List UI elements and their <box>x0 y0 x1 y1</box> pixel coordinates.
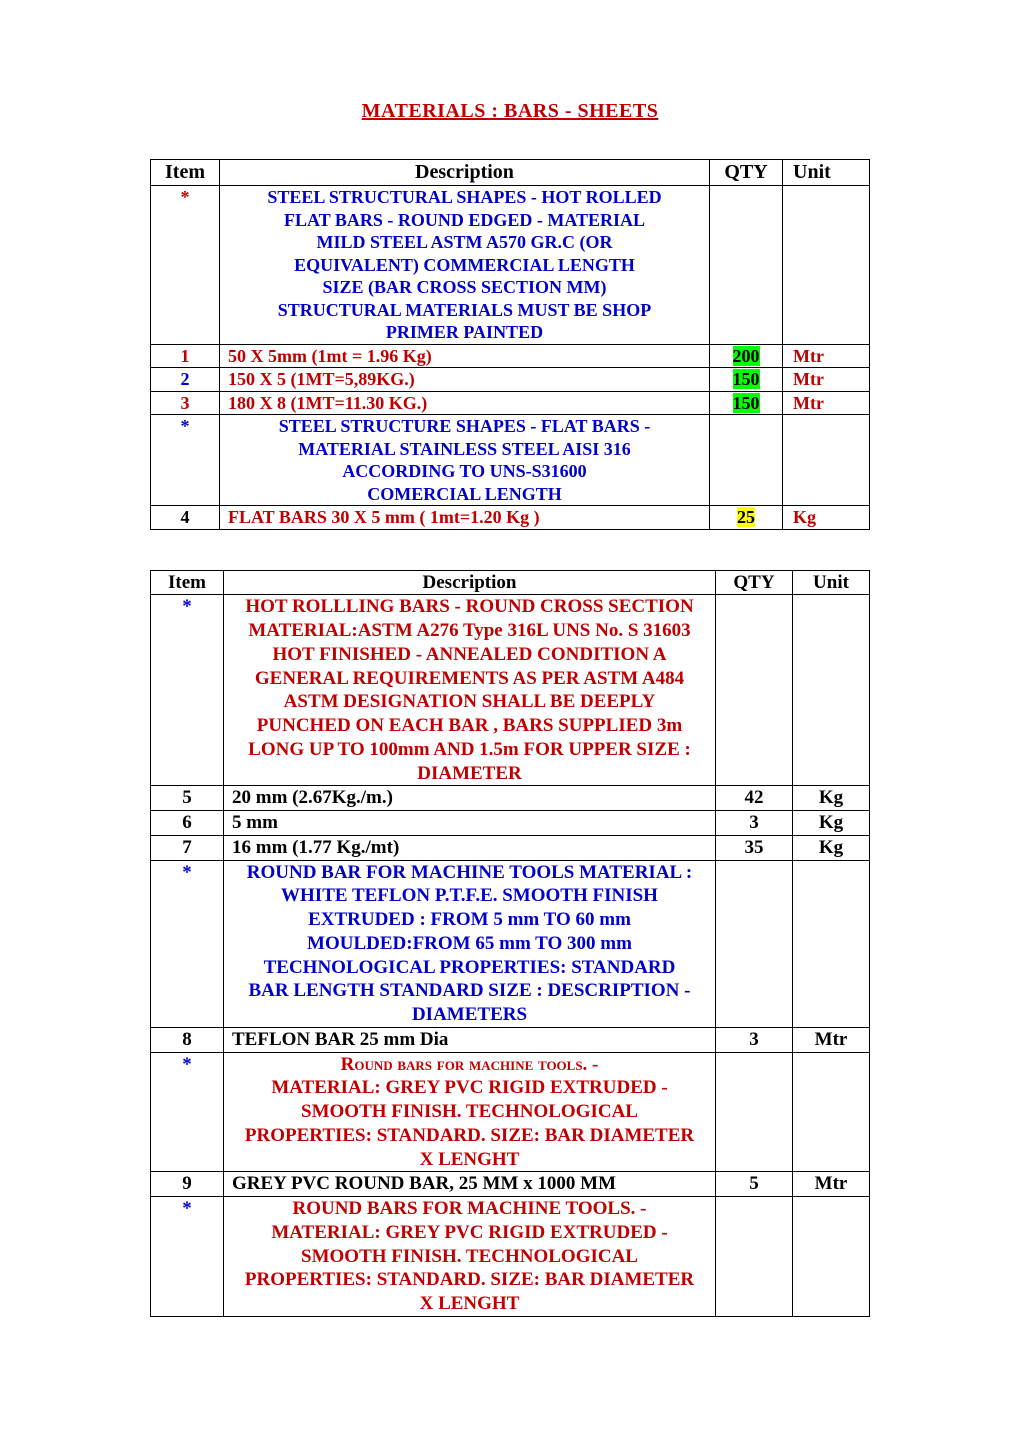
cell-qty: 42 <box>716 786 793 811</box>
cell-item: 6 <box>151 811 224 836</box>
th-desc: Description <box>224 570 716 595</box>
table-row: *Round bars for machine tools. -MATERIAL… <box>151 1052 870 1172</box>
table-row: 4FLAT BARS 30 X 5 mm ( 1mt=1.20 Kg )25Kg <box>151 506 870 530</box>
cell-unit <box>783 415 870 506</box>
cell-qty: 150 <box>710 368 783 392</box>
cell-qty <box>710 415 783 506</box>
cell-qty <box>716 595 793 786</box>
th-desc: Description <box>220 160 710 186</box>
cell-item: 4 <box>151 506 220 530</box>
table-1: Item Description QTY Unit *STEEL STRUCTU… <box>150 159 870 530</box>
cell-description: 5 mm <box>224 811 716 836</box>
cell-item: 1 <box>151 344 220 368</box>
cell-item: * <box>151 186 220 345</box>
cell-unit <box>793 595 870 786</box>
table-row: 520 mm (2.67Kg./m.)42Kg <box>151 786 870 811</box>
cell-qty: 3 <box>716 811 793 836</box>
cell-description: 180 X 8 (1MT=11.30 KG.) <box>220 391 710 415</box>
cell-description: ROUND BAR FOR MACHINE TOOLS MATERIAL :WH… <box>224 860 716 1027</box>
cell-item: * <box>151 415 220 506</box>
cell-unit: Mtr <box>793 1172 870 1197</box>
cell-description: 50 X 5mm (1mt = 1.96 Kg) <box>220 344 710 368</box>
table-row: *HOT ROLLLING BARS - ROUND CROSS SECTION… <box>151 595 870 786</box>
th-item: Item <box>151 160 220 186</box>
cell-unit: Kg <box>793 786 870 811</box>
cell-unit: Mtr <box>783 391 870 415</box>
cell-unit <box>783 186 870 345</box>
cell-item: 8 <box>151 1027 224 1052</box>
cell-unit <box>793 860 870 1027</box>
table-row: 65 mm3Kg <box>151 811 870 836</box>
cell-qty: 200 <box>710 344 783 368</box>
table-row: 716 mm (1.77 Kg./mt)35Kg <box>151 835 870 860</box>
cell-qty <box>716 1197 793 1317</box>
table-row: *STEEL STRUCTURAL SHAPES - HOT ROLLEDFLA… <box>151 186 870 345</box>
table-row: *ROUND BARS FOR MACHINE TOOLS. -MATERIAL… <box>151 1197 870 1317</box>
cell-description: TEFLON BAR 25 mm Dia <box>224 1027 716 1052</box>
table-row: *ROUND BAR FOR MACHINE TOOLS MATERIAL :W… <box>151 860 870 1027</box>
cell-item: 5 <box>151 786 224 811</box>
cell-unit: Kg <box>783 506 870 530</box>
table-header-row: Item Description QTY Unit <box>151 160 870 186</box>
table-2: Item Description QTY Unit *HOT ROLLLING … <box>150 570 870 1317</box>
table-row: 150 X 5mm (1mt = 1.96 Kg)200Mtr <box>151 344 870 368</box>
cell-unit <box>793 1197 870 1317</box>
cell-qty <box>716 860 793 1027</box>
cell-description: STEEL STRUCTURE SHAPES - FLAT BARS -MATE… <box>220 415 710 506</box>
cell-unit: Kg <box>793 835 870 860</box>
cell-qty: 25 <box>710 506 783 530</box>
cell-unit: Mtr <box>783 368 870 392</box>
cell-description: FLAT BARS 30 X 5 mm ( 1mt=1.20 Kg ) <box>220 506 710 530</box>
cell-description: GREY PVC ROUND BAR, 25 MM x 1000 MM <box>224 1172 716 1197</box>
cell-item: 2 <box>151 368 220 392</box>
cell-qty: 3 <box>716 1027 793 1052</box>
cell-item: * <box>151 1052 224 1172</box>
cell-item: 7 <box>151 835 224 860</box>
cell-qty <box>710 186 783 345</box>
table-row: 2150 X 5 (1MT=5,89KG.)150Mtr <box>151 368 870 392</box>
th-qty: QTY <box>710 160 783 186</box>
cell-item: * <box>151 860 224 1027</box>
th-unit: Unit <box>793 570 870 595</box>
cell-description: 20 mm (2.67Kg./m.) <box>224 786 716 811</box>
table-row: 9GREY PVC ROUND BAR, 25 MM x 1000 MM5Mtr <box>151 1172 870 1197</box>
th-item: Item <box>151 570 224 595</box>
cell-qty: 150 <box>710 391 783 415</box>
cell-qty: 5 <box>716 1172 793 1197</box>
cell-unit: Kg <box>793 811 870 836</box>
cell-description: HOT ROLLLING BARS - ROUND CROSS SECTIONM… <box>224 595 716 786</box>
cell-description: STEEL STRUCTURAL SHAPES - HOT ROLLEDFLAT… <box>220 186 710 345</box>
table-row: *STEEL STRUCTURE SHAPES - FLAT BARS -MAT… <box>151 415 870 506</box>
th-qty: QTY <box>716 570 793 595</box>
cell-item: * <box>151 1197 224 1317</box>
cell-unit: Mtr <box>783 344 870 368</box>
cell-description: ROUND BARS FOR MACHINE TOOLS. -MATERIAL:… <box>224 1197 716 1317</box>
cell-qty: 35 <box>716 835 793 860</box>
cell-unit <box>793 1052 870 1172</box>
th-unit: Unit <box>783 160 870 186</box>
cell-item: 3 <box>151 391 220 415</box>
cell-unit: Mtr <box>793 1027 870 1052</box>
table-row: 3180 X 8 (1MT=11.30 KG.)150Mtr <box>151 391 870 415</box>
cell-item: * <box>151 595 224 786</box>
cell-item: 9 <box>151 1172 224 1197</box>
page-title: MATERIALS : BARS - SHEETS <box>140 100 880 123</box>
table-header-row: Item Description QTY Unit <box>151 570 870 595</box>
cell-qty <box>716 1052 793 1172</box>
cell-description: 150 X 5 (1MT=5,89KG.) <box>220 368 710 392</box>
cell-description: 16 mm (1.77 Kg./mt) <box>224 835 716 860</box>
table-row: 8TEFLON BAR 25 mm Dia3Mtr <box>151 1027 870 1052</box>
cell-description: Round bars for machine tools. -MATERIAL:… <box>224 1052 716 1172</box>
